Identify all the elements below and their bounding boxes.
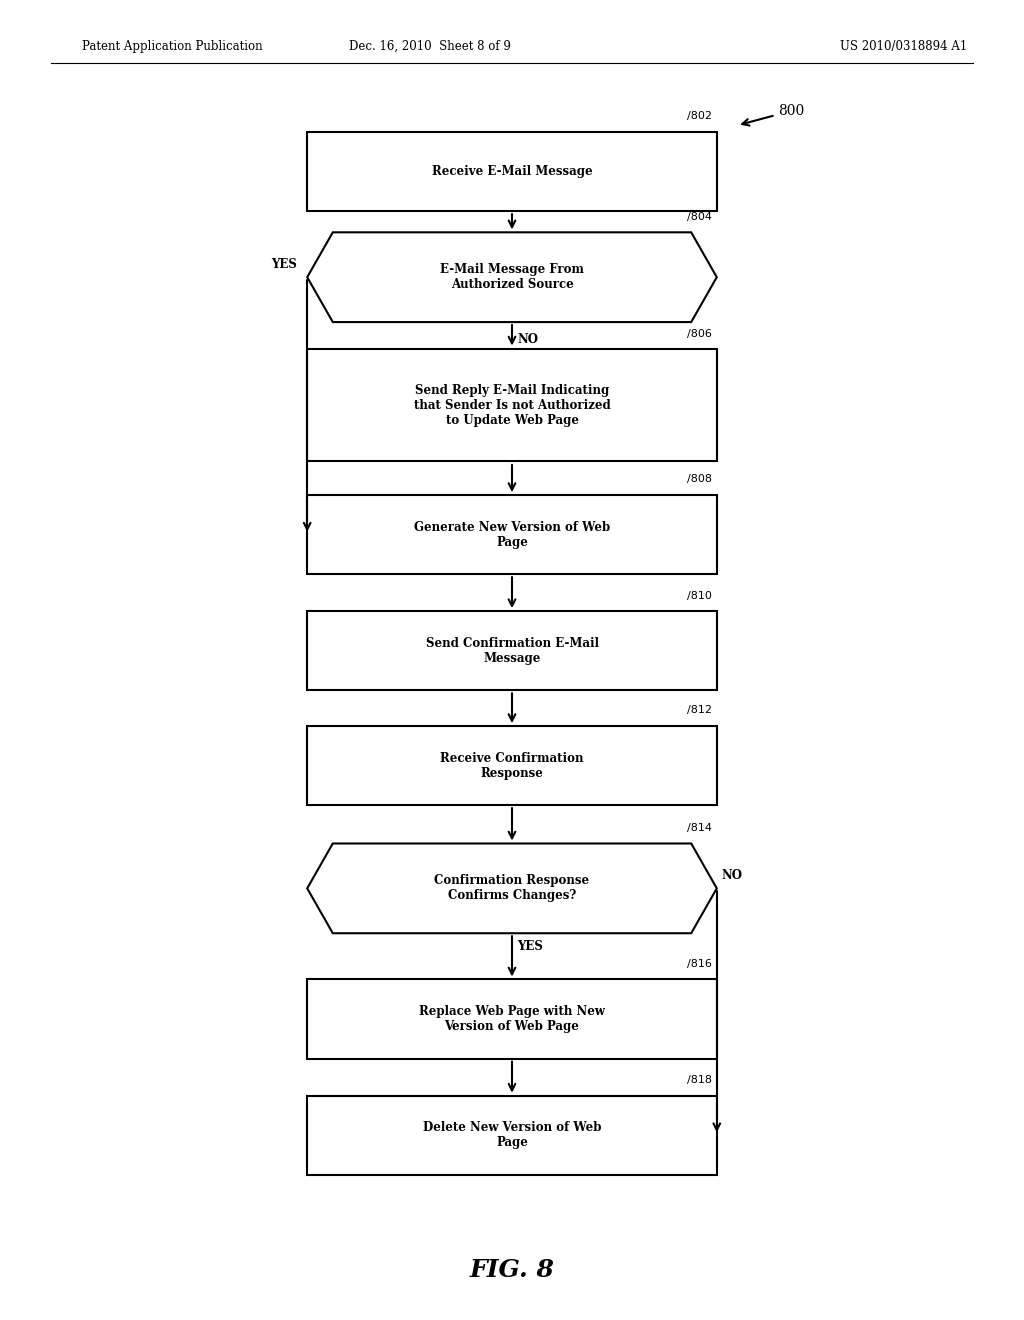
Text: E-Mail Message From
Authorized Source: E-Mail Message From Authorized Source <box>440 263 584 292</box>
Text: ∕806: ∕806 <box>687 329 712 339</box>
Text: Replace Web Page with New
Version of Web Page: Replace Web Page with New Version of Web… <box>419 1005 605 1034</box>
FancyBboxPatch shape <box>307 979 717 1059</box>
Text: ∕810: ∕810 <box>687 590 712 601</box>
Text: ∕804: ∕804 <box>687 211 712 222</box>
Text: Confirmation Response
Confirms Changes?: Confirmation Response Confirms Changes? <box>434 874 590 903</box>
FancyBboxPatch shape <box>307 350 717 462</box>
FancyBboxPatch shape <box>307 1096 717 1175</box>
Text: Send Confirmation E-Mail
Message: Send Confirmation E-Mail Message <box>426 636 598 665</box>
FancyBboxPatch shape <box>307 611 717 690</box>
Text: Send Reply E-Mail Indicating
that Sender Is not Authorized
to Update Web Page: Send Reply E-Mail Indicating that Sender… <box>414 384 610 426</box>
Text: Generate New Version of Web
Page: Generate New Version of Web Page <box>414 520 610 549</box>
Text: Patent Application Publication: Patent Application Publication <box>82 40 262 53</box>
Text: NO: NO <box>722 869 743 882</box>
Text: NO: NO <box>517 333 539 346</box>
Text: Receive Confirmation
Response: Receive Confirmation Response <box>440 751 584 780</box>
Text: FIG. 8: FIG. 8 <box>470 1258 554 1282</box>
Polygon shape <box>307 232 717 322</box>
Text: ∕818: ∕818 <box>687 1074 712 1085</box>
FancyBboxPatch shape <box>307 132 717 211</box>
Text: YES: YES <box>517 940 543 953</box>
Text: ∕802: ∕802 <box>687 111 712 121</box>
Text: 800: 800 <box>742 104 805 125</box>
Text: ∕808: ∕808 <box>687 474 712 484</box>
FancyBboxPatch shape <box>307 495 717 574</box>
Text: Delete New Version of Web
Page: Delete New Version of Web Page <box>423 1121 601 1150</box>
Text: Dec. 16, 2010  Sheet 8 of 9: Dec. 16, 2010 Sheet 8 of 9 <box>349 40 511 53</box>
Text: YES: YES <box>271 257 297 271</box>
Text: Receive E-Mail Message: Receive E-Mail Message <box>432 165 592 178</box>
Polygon shape <box>307 843 717 933</box>
FancyBboxPatch shape <box>307 726 717 805</box>
Text: ∕812: ∕812 <box>687 705 712 715</box>
Text: ∕816: ∕816 <box>687 958 712 969</box>
Text: US 2010/0318894 A1: US 2010/0318894 A1 <box>840 40 967 53</box>
Text: ∕814: ∕814 <box>687 822 712 833</box>
